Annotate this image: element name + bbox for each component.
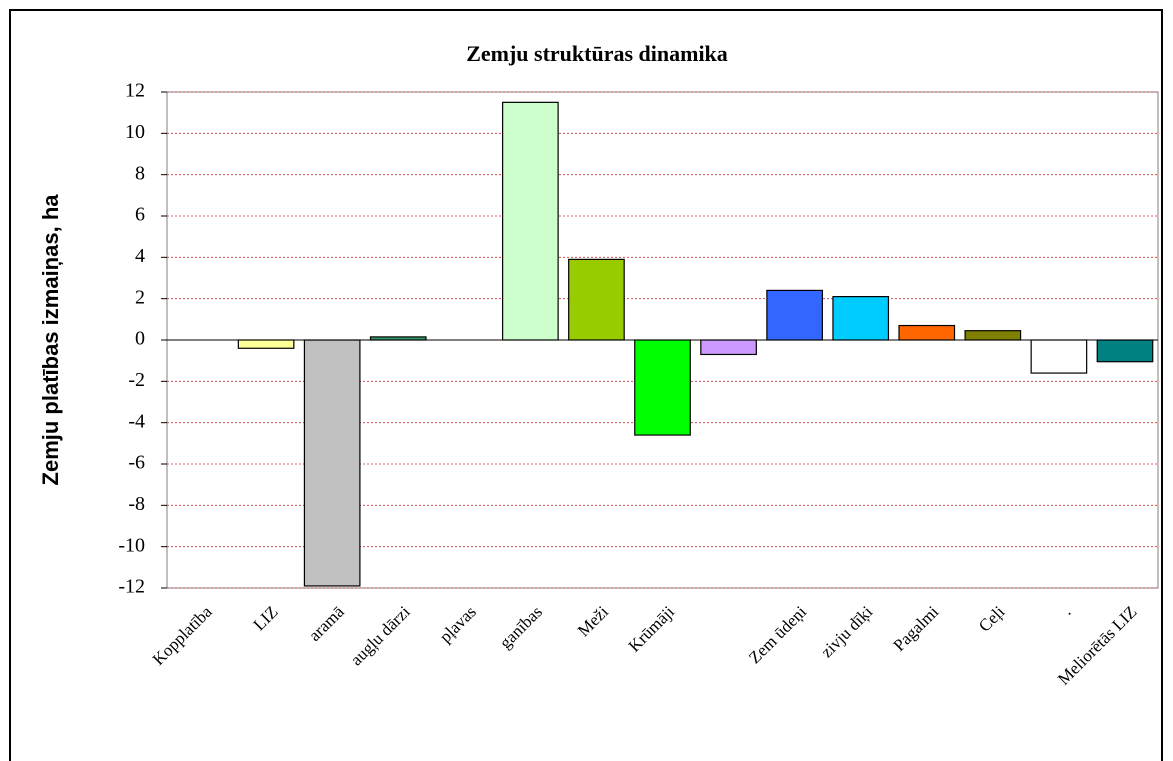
y-tick-label: 10 — [125, 121, 145, 143]
y-axis-label: Zemju platības izmaiņas, ha — [38, 194, 63, 486]
y-tick-label: 2 — [135, 286, 145, 308]
bar — [1096, 339, 1154, 363]
bar — [766, 289, 823, 341]
y-tick-label: 0 — [135, 328, 145, 350]
bar — [634, 339, 691, 436]
y-tick-label: 4 — [135, 245, 145, 267]
bar — [964, 330, 1022, 341]
y-tick-label: -4 — [128, 410, 145, 432]
y-tick-label: -2 — [128, 369, 145, 391]
bar — [369, 336, 427, 341]
bar — [832, 296, 890, 341]
y-tick-label: -12 — [118, 576, 145, 598]
bar — [700, 339, 757, 356]
y-tick-label: 12 — [125, 80, 145, 102]
y-tick-label: -10 — [118, 534, 145, 556]
y-tick-label: -8 — [128, 493, 145, 515]
bar — [1030, 339, 1088, 374]
bar — [502, 101, 559, 341]
y-tick-label: -6 — [128, 452, 145, 474]
y-tick-label: 6 — [135, 204, 145, 226]
chart-title: Zemju struktūras dinamika — [466, 41, 728, 66]
bar — [237, 339, 295, 349]
bar — [898, 324, 956, 341]
bar — [568, 258, 625, 341]
y-tick-label: 8 — [135, 162, 145, 184]
bar — [303, 339, 361, 587]
